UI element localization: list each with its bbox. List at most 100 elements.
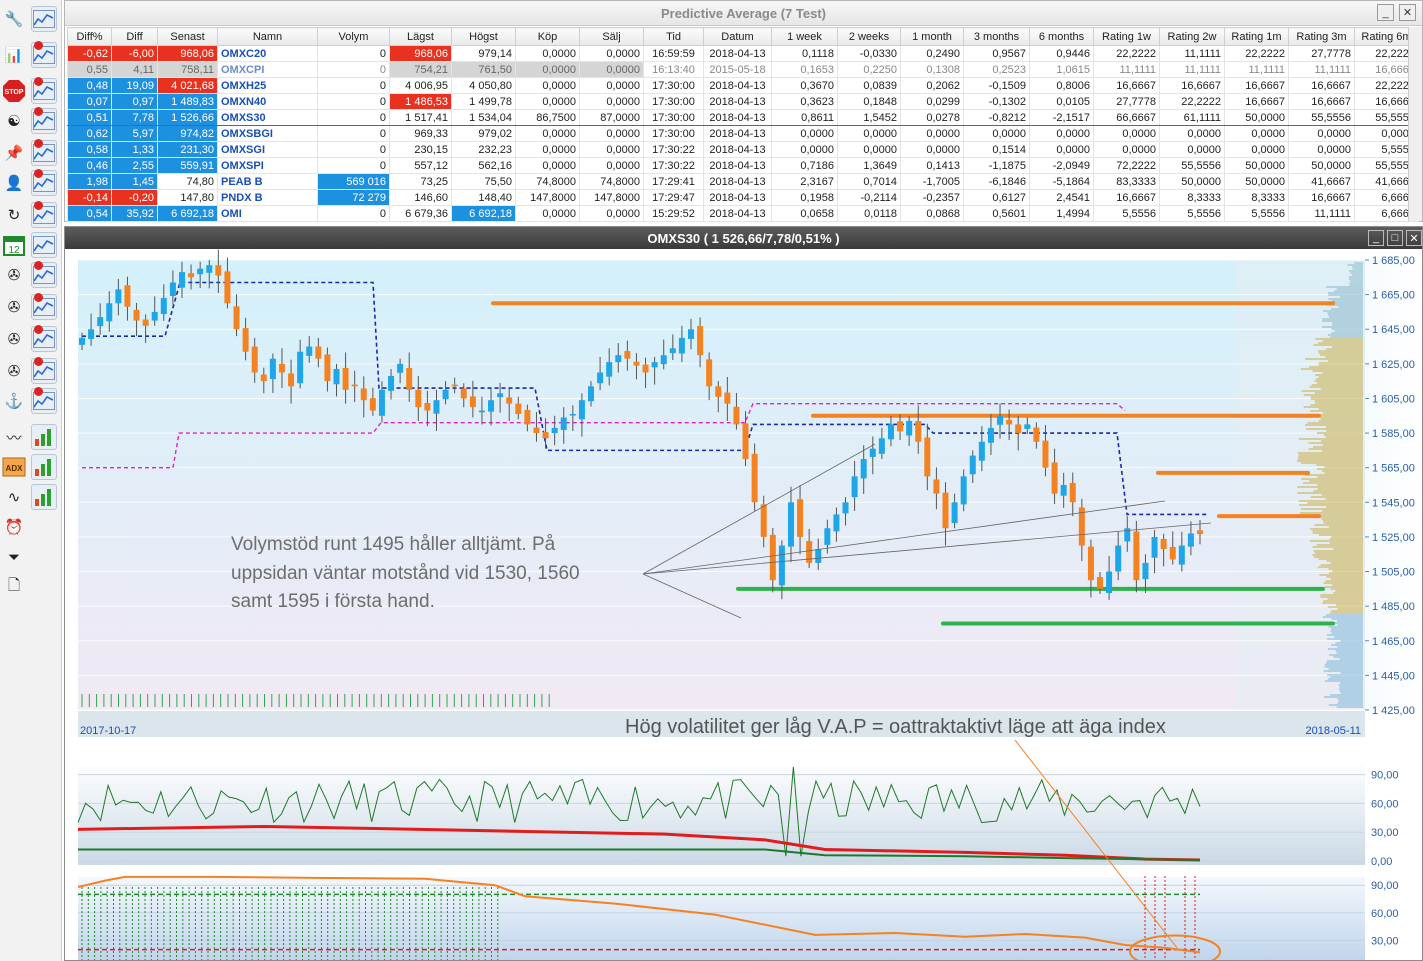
chart-close-button[interactable]: ✕ (1406, 230, 1422, 246)
candle-down (251, 346, 258, 373)
candle-down (451, 384, 458, 387)
bar-chart-icon[interactable]: 📊 (4, 47, 24, 64)
refresh-icon[interactable]: ↻ (7, 207, 21, 224)
column-header[interactable]: 1 week (771, 27, 838, 46)
column-header[interactable]: Köp (515, 27, 580, 46)
candle-up (442, 389, 449, 400)
minimize-button[interactable]: _ (1377, 4, 1394, 21)
column-header[interactable]: Senast (157, 27, 218, 46)
column-header[interactable]: Lägst (389, 27, 452, 46)
table-row-selected[interactable]: 0,51 7,78 1 526,66 OMXS30 0 1 517,41 1 534,04 8… (67, 109, 1419, 126)
candle-up (378, 389, 385, 416)
table-cell: 1 489,83 (157, 93, 218, 110)
adx-icon[interactable]: ADX (1, 454, 27, 480)
candle-up (1115, 545, 1122, 572)
chart-v2-icon[interactable] (31, 77, 57, 104)
column-header[interactable]: 2 weeks (837, 27, 901, 46)
watchlist-titlebar[interactable]: Predictive Average (7 Test) _ ✕ (65, 1, 1422, 26)
calendar-icon[interactable]: 12 (1, 232, 27, 258)
column-header[interactable]: Volym (317, 27, 390, 46)
chart-o-icon[interactable] (31, 325, 57, 352)
table-row[interactable]: 0,54 35,92 6 692,18 OMI 0 6 679,36 6 692,18 0,0… (67, 205, 1419, 222)
column-header[interactable]: Rating 3m (1288, 27, 1355, 46)
column-header[interactable]: Diff (111, 27, 158, 46)
table-cell: -0,8212 (963, 109, 1030, 126)
table-row[interactable]: 0,07 0,97 1 489,83 OMXN40 0 1 486,53 1 499,78 0… (67, 93, 1419, 110)
column-header[interactable]: Rating 2w (1159, 27, 1225, 46)
table-cell: 16,6667 (1224, 77, 1289, 94)
chart-1-icon[interactable] (31, 107, 57, 134)
table-cell: 17:29:41 (643, 173, 704, 190)
bar-chart2-icon[interactable] (31, 424, 57, 450)
filter-icon[interactable]: ⏷ (7, 548, 20, 566)
column-header[interactable]: Högst (451, 27, 516, 46)
compass3-icon[interactable]: ✇ (7, 331, 21, 348)
table-cell: 0,51 (67, 109, 112, 126)
column-header[interactable]: 1 month (900, 27, 964, 46)
table-row[interactable]: -0,14 -0,20 147,80 PNDX B 72 279 146,60 148,40… (67, 189, 1419, 206)
candle-up (1187, 533, 1194, 547)
chart-s-icon[interactable] (31, 357, 57, 384)
table-row[interactable]: 0,58 1,33 231,30 OMXSGI 0 230,15 232,23 0,0000 0… (67, 141, 1419, 158)
anchor-icon[interactable]: ⚓ (4, 393, 24, 410)
yin-yang-icon[interactable]: ☯ (7, 113, 21, 130)
table-cell: 0 (317, 205, 390, 222)
table-row[interactable]: 0,46 2,55 559,91 OMXSPI 0 557,12 562,16 0,0000 0… (67, 157, 1419, 174)
bar-chart3-icon[interactable] (31, 454, 57, 480)
table-cell: 2018-04-13 (703, 109, 772, 126)
wrench-icon[interactable]: 🔧 (4, 11, 24, 28)
table-cell: 7,78 (111, 109, 158, 126)
document-icon[interactable] (31, 6, 57, 32)
price-chart[interactable]: Volymstöd runt 1495 håller alltjämt. På … (65, 249, 1422, 960)
column-header[interactable]: Datum (703, 27, 772, 46)
chart-f-icon[interactable] (31, 201, 57, 228)
chart-2-icon[interactable] (31, 139, 57, 166)
column-header[interactable]: Rating 1w (1093, 27, 1160, 46)
column-header[interactable]: Diff% (67, 27, 112, 46)
stop-icon[interactable]: STOP (1, 78, 27, 104)
table-row[interactable]: 0,62 5,97 974,82 OMXSBGI 0 969,33 979,02 0,0000… (67, 125, 1419, 142)
chart-m-icon[interactable] (31, 261, 57, 288)
compass-icon[interactable]: ✇ (7, 267, 21, 284)
osc1-tick-label: 60,00 (1371, 798, 1399, 810)
chart-b-icon[interactable] (31, 169, 57, 196)
page-icon[interactable]: 🗋 (7, 576, 21, 594)
candle-up (551, 427, 558, 434)
column-header[interactable]: Namn (217, 27, 318, 46)
trailing-stop-lines (82, 281, 1208, 516)
avatar-icon[interactable]: 👤 (4, 175, 24, 192)
chart-titlebar[interactable]: OMXS30 ( 1 526,66/7,78/0,51% ) _ □ ✕ (65, 227, 1422, 249)
chart-n-icon[interactable] (31, 293, 57, 320)
close-button[interactable]: ✕ (1399, 4, 1416, 21)
column-header[interactable]: 6 months (1029, 27, 1094, 46)
table-row[interactable]: 0,48 19,09 4 021,68 OMXH25 0 4 006,95 4 050,80… (67, 77, 1419, 94)
chart-v-icon[interactable] (31, 41, 57, 68)
wave-icon[interactable]: ∿ (7, 489, 21, 506)
table-cell: 4 021,68 (157, 77, 218, 94)
table-cell: 148,40 (451, 189, 516, 206)
candle-down (897, 421, 904, 432)
bar-chart4-icon[interactable] (31, 484, 57, 510)
column-header[interactable]: 3 months (963, 27, 1030, 46)
chart-d-icon[interactable] (31, 387, 57, 414)
watchlist-scrollbar[interactable] (1408, 27, 1422, 221)
chart-maximize-button[interactable]: □ (1387, 230, 1403, 246)
column-header[interactable]: Sälj (579, 27, 644, 46)
column-header[interactable]: Rating 6m (1354, 27, 1419, 46)
table-cell: 230,15 (389, 141, 452, 158)
table-cell: 27,7778 (1288, 45, 1355, 62)
pin-icon[interactable]: 📌 (4, 145, 24, 162)
column-header[interactable]: Rating 1m (1224, 27, 1289, 46)
table-row[interactable]: -0,62 -6,00 968,06 OMXC20 0 968,06 979,14 0,000… (67, 45, 1419, 62)
table-cell: 1 526,66 (157, 109, 218, 126)
trend-icon[interactable]: 〰 (6, 429, 22, 447)
compass4-icon[interactable]: ✇ (7, 363, 21, 380)
alarm-icon[interactable]: ⏰ (4, 519, 24, 536)
globe-chart-icon[interactable] (31, 232, 57, 258)
column-header[interactable]: Tid (643, 27, 704, 46)
compass2-icon[interactable]: ✇ (7, 299, 21, 316)
table-cell: 0,0000 (515, 141, 580, 158)
chart-minimize-button[interactable]: _ (1368, 230, 1384, 246)
table-row[interactable]: 1,98 1,45 74,80 PEAB B 569 016 73,25 75,50 74,8… (67, 173, 1419, 190)
table-row[interactable]: 0,55 4,11 758,11 OMXCPI 0 754,21 761,50 0,0000 0… (67, 61, 1419, 78)
